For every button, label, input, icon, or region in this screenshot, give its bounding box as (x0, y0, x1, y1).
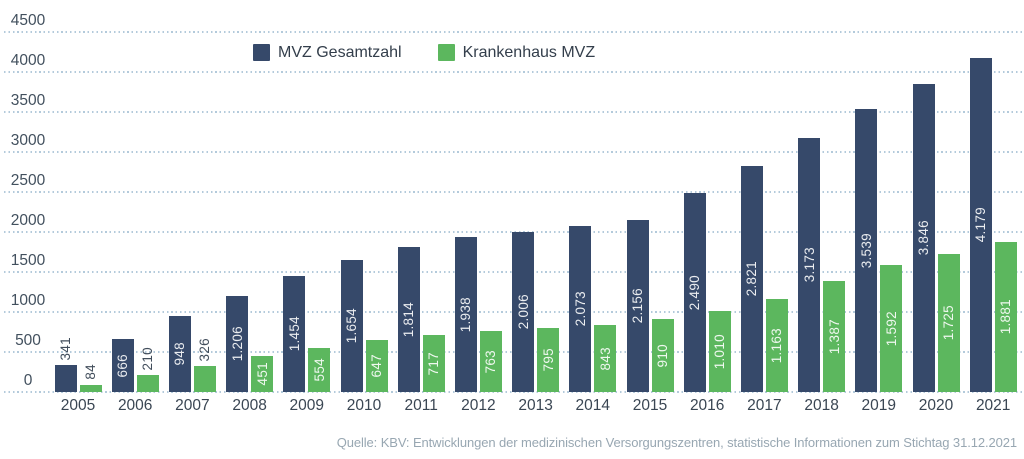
source-note: Quelle: KBV: Entwicklungen der medizinis… (336, 435, 1017, 450)
bar-mvz-gesamtzahl-2016 (683, 193, 706, 392)
y-axis-label-4000: 4000 (10, 52, 46, 69)
bar-krankenhaus-mvz-2013 (537, 328, 560, 392)
bar-krankenhaus-mvz-2019 (880, 265, 903, 392)
bar-mvz-gesamtzahl-2007 (168, 316, 191, 392)
bar-mvz-gesamtzahl-2018 (798, 138, 821, 392)
legend-label-total: MVZ Gesamtzahl (278, 44, 402, 61)
x-axis-label-2015: 2015 (632, 397, 668, 414)
bar-krankenhaus-mvz-2021 (994, 242, 1017, 392)
y-axis-label-1500: 1500 (10, 252, 46, 269)
gridline-3500 (4, 111, 1022, 113)
y-axis-label-3500: 3500 (10, 92, 46, 109)
legend-item-krankenhaus-mvz: Krankenhaus MVZ (437, 44, 596, 61)
x-axis-label-2009: 2009 (289, 397, 325, 414)
bar-mvz-gesamtzahl-2019 (855, 109, 878, 392)
bar-value-label: 341 (58, 336, 73, 360)
bar-krankenhaus-mvz-2020 (937, 254, 960, 392)
bar-value-label: 326 (197, 337, 213, 361)
x-axis-label-2013: 2013 (518, 397, 553, 414)
bar-krankenhaus-mvz-2018 (823, 281, 846, 392)
x-axis-label-2006: 2006 (117, 397, 153, 414)
x-axis-label-2021: 2021 (975, 397, 1011, 414)
x-axis-label-2010: 2010 (346, 397, 382, 414)
bar-value-label-wrap: 341 (55, 337, 77, 360)
bar-krankenhaus-mvz-2007 (193, 366, 216, 392)
bar-mvz-gesamtzahl-2020 (912, 84, 935, 392)
legend-swatch-total-icon (253, 44, 270, 61)
y-axis-label-3000: 3000 (10, 132, 46, 149)
y-axis-label-500: 500 (15, 332, 41, 349)
bar-krankenhaus-mvz-2006 (136, 375, 159, 392)
bar-mvz-gesamtzahl-2012 (454, 237, 477, 392)
x-axis-label-2011: 2011 (404, 397, 438, 414)
bar-mvz-gesamtzahl-2008 (226, 296, 249, 392)
x-axis-label-2020: 2020 (918, 397, 954, 414)
bar-krankenhaus-mvz-2010 (365, 340, 388, 392)
bar-mvz-gesamtzahl-2021 (969, 58, 992, 392)
bar-krankenhaus-mvz-2005 (79, 385, 102, 392)
gridline-2500 (4, 191, 1022, 193)
gridline-4500 (4, 31, 1022, 33)
x-axis-label-2005: 2005 (60, 397, 96, 414)
bar-mvz-gesamtzahl-2014 (569, 226, 592, 392)
x-axis-label-2014: 2014 (575, 397, 611, 414)
bar-mvz-gesamtzahl-2009 (283, 276, 306, 392)
gridline-0 (4, 391, 1022, 393)
bar-value-label: 84 (83, 364, 98, 380)
x-axis-label-2008: 2008 (232, 397, 267, 414)
bar-krankenhaus-mvz-2014 (594, 325, 617, 392)
bar-krankenhaus-mvz-2011 (422, 335, 445, 392)
bar-krankenhaus-mvz-2009 (308, 348, 331, 392)
bar-mvz-gesamtzahl-2010 (340, 260, 363, 392)
legend-item-mvz-gesamtzahl: MVZ Gesamtzahl (253, 44, 402, 61)
bar-krankenhaus-mvz-2017 (765, 299, 788, 392)
bar-mvz-gesamtzahl-2013 (512, 232, 535, 392)
bar-value-label-wrap: 84 (80, 364, 102, 380)
bar-krankenhaus-mvz-2012 (479, 331, 502, 392)
y-axis-label-2000: 2000 (10, 212, 46, 229)
gridline-3000 (4, 151, 1022, 153)
bar-krankenhaus-mvz-2008 (251, 356, 274, 392)
bar-mvz-gesamtzahl-2006 (111, 339, 134, 392)
x-axis-label-2018: 2018 (804, 397, 839, 414)
x-axis-label-2012: 2012 (461, 397, 496, 414)
y-axis-label-4500: 4500 (10, 12, 46, 29)
bar-mvz-gesamtzahl-2015 (626, 220, 649, 392)
x-axis-label-2016: 2016 (689, 397, 725, 414)
bar-mvz-gesamtzahl-2017 (740, 166, 763, 392)
bar-mvz-gesamtzahl-2011 (397, 247, 420, 392)
y-axis-label-0: 0 (23, 372, 33, 389)
legend-swatch-hospital-icon (437, 44, 455, 61)
legend: MVZ Gesamtzahl Krankenhaus MVZ (253, 44, 595, 61)
gridline-4000 (4, 71, 1022, 73)
legend-label-hospital: Krankenhaus MVZ (462, 44, 596, 61)
x-axis-label-2017: 2017 (747, 397, 782, 414)
y-axis-label-2500: 2500 (10, 172, 46, 189)
bar-krankenhaus-mvz-2016 (708, 311, 731, 392)
y-axis-label-1000: 1000 (10, 292, 46, 309)
bar-mvz-gesamtzahl-2005 (54, 365, 77, 392)
x-axis-label-2007: 2007 (175, 397, 210, 414)
x-axis-label-2019: 2019 (861, 397, 897, 414)
bar-krankenhaus-mvz-2015 (651, 319, 674, 392)
bar-value-label-wrap: 326 (194, 338, 216, 361)
